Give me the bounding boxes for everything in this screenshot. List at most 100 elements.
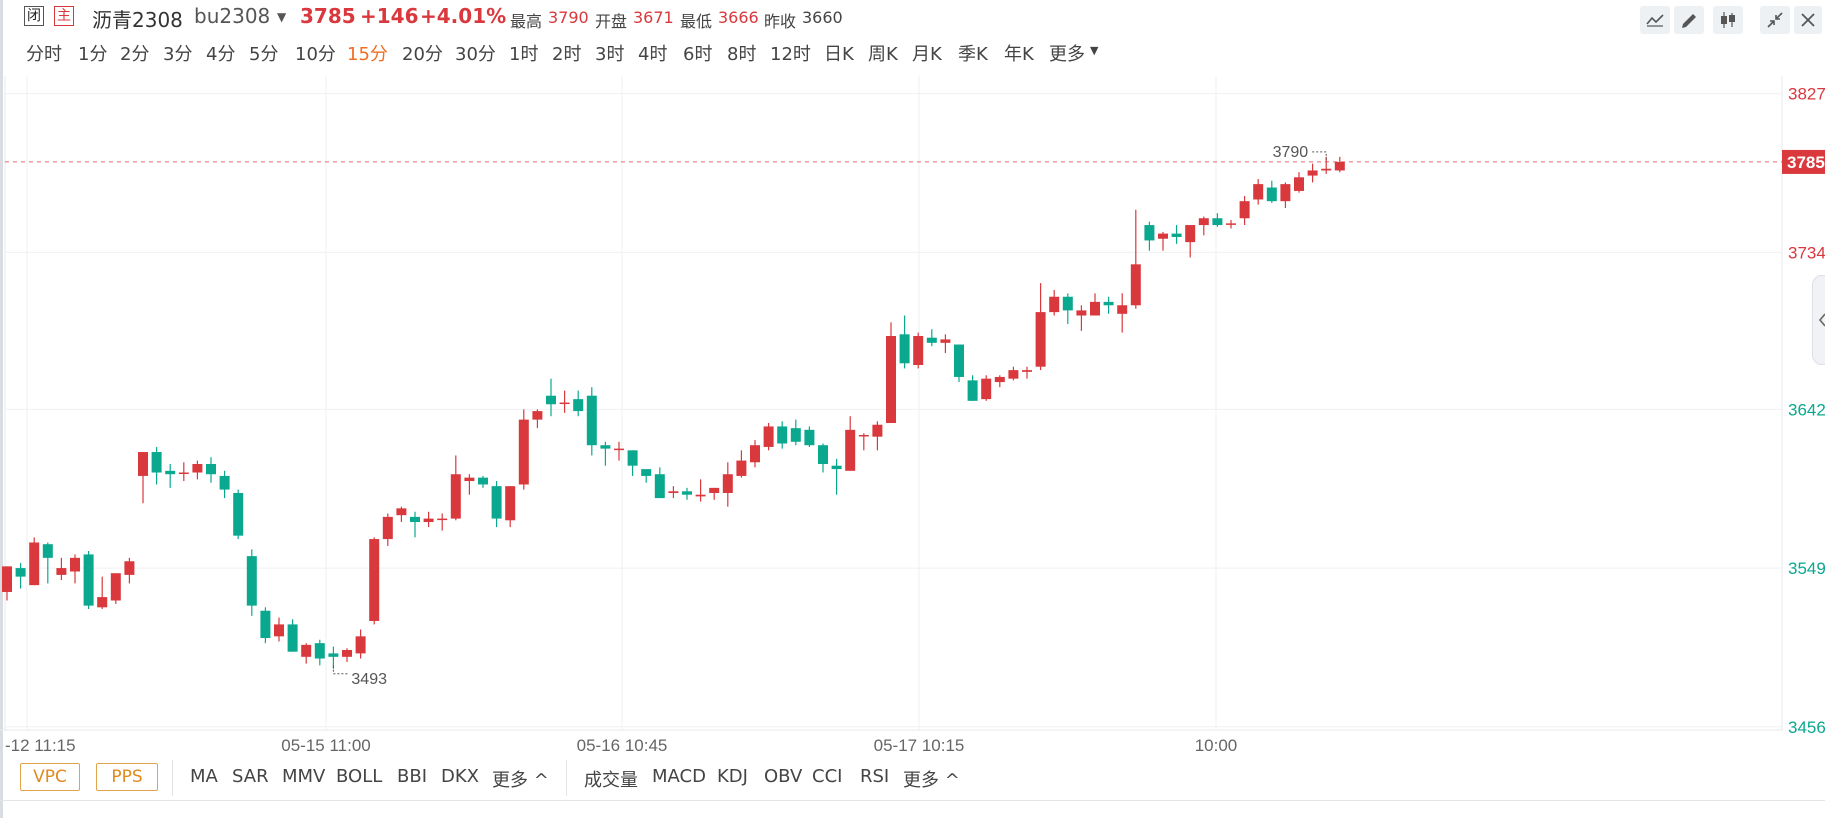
sub-indicator-3[interactable]: OBV [764, 766, 803, 787]
main-indicator-6[interactable]: 更多 ^ [492, 770, 549, 791]
period-11[interactable]: 2时 [552, 44, 582, 65]
close-button[interactable] [1794, 6, 1822, 34]
candlestick-chart[interactable]: 3827 3734 3642 3549 3456 -12 11:15 05-15 11:00… [0, 76, 1825, 754]
x-tick-label: -12 11:15 [5, 736, 76, 754]
candle-body [97, 597, 108, 608]
candle-body [478, 477, 488, 485]
candle-body [559, 402, 570, 405]
candle-body [314, 643, 325, 659]
candle-body [654, 474, 665, 499]
y-tick-label: 3642 [1788, 400, 1825, 419]
candle-body [192, 463, 203, 473]
period-2[interactable]: 2分 [120, 44, 150, 65]
candle-body [1212, 218, 1223, 226]
collapse-button[interactable] [1760, 6, 1790, 34]
draw-tool-button[interactable] [1674, 6, 1704, 34]
more-periods-dropdown-icon[interactable]: ▼ [1090, 44, 1099, 57]
divider [566, 760, 567, 796]
period-8[interactable]: 20分 [402, 44, 443, 65]
divider [172, 760, 173, 796]
period-12[interactable]: 3时 [595, 44, 625, 65]
chevron-left-icon [1818, 313, 1825, 327]
candle-body [981, 378, 992, 400]
shrink-arrows-icon [1767, 12, 1783, 28]
candle-body [899, 334, 910, 364]
main-indicator-1[interactable]: SAR [232, 766, 269, 787]
candle-body [15, 568, 26, 577]
indicator-pps-button[interactable]: PPS [96, 763, 158, 791]
period-14[interactable]: 6时 [683, 44, 713, 65]
main-indicator-2[interactable]: MMV [282, 766, 326, 787]
period-4[interactable]: 4分 [206, 44, 236, 65]
x-tick-label: 05-16 10:45 [577, 736, 668, 754]
candle-body [382, 516, 393, 540]
candlestick-icon [1721, 12, 1735, 28]
pencil-icon [1682, 14, 1696, 28]
main-indicator-5[interactable]: DKX [441, 766, 479, 787]
current-price-tag [1782, 149, 1825, 174]
contract-name[interactable]: 沥青2308 [92, 8, 183, 32]
main-indicator-0[interactable]: MA [190, 766, 218, 787]
candle-body [423, 518, 434, 523]
market-closed-badge: 闭 [24, 6, 44, 26]
period-10[interactable]: 1时 [509, 44, 539, 65]
period-6[interactable]: 10分 [295, 44, 336, 65]
candle-style-button[interactable] [1713, 6, 1743, 34]
candle-body [328, 653, 339, 657]
period-3[interactable]: 3分 [163, 44, 193, 65]
period-19[interactable]: 月K [912, 44, 942, 65]
candle-body [464, 477, 475, 482]
candle-body [1117, 305, 1128, 314]
sub-indicator-4[interactable]: CCI [812, 766, 843, 787]
stat-label-high: 最高 [510, 12, 543, 31]
max-price-marker: 3790 [1273, 144, 1309, 161]
quote-bar: 闭 主 沥青2308 bu2308 ▼ 3785 +146 +4.01% 最高 … [0, 0, 1825, 34]
period-16[interactable]: 12时 [770, 44, 811, 65]
period-13[interactable]: 4时 [638, 44, 668, 65]
period-18[interactable]: 周K [868, 44, 898, 65]
main-indicator-4[interactable]: BBI [397, 766, 428, 787]
candle-body [70, 557, 80, 572]
candle-body [518, 419, 529, 485]
candle-body [546, 395, 556, 405]
candle-body [1294, 177, 1304, 191]
candle-body [790, 428, 801, 442]
period-17[interactable]: 日K [824, 44, 854, 65]
candle-body [1130, 264, 1141, 306]
candle-body [1022, 370, 1032, 372]
main-indicator-3[interactable]: BOLL [336, 766, 383, 787]
candle-body [695, 494, 706, 497]
candle-body [1090, 301, 1100, 316]
line-chart-icon [1646, 14, 1664, 27]
sub-indicator-5[interactable]: RSI [860, 766, 890, 787]
candle-body [614, 448, 624, 451]
candle-body [355, 636, 366, 654]
period-9[interactable]: 30分 [455, 44, 496, 65]
candle-body [1049, 296, 1060, 313]
line-tool-button[interactable] [1640, 6, 1670, 34]
candle-body [1266, 187, 1277, 202]
period-7[interactable]: 15分 [347, 44, 388, 65]
candle-body [532, 411, 543, 420]
period-1[interactable]: 1分 [78, 44, 108, 65]
indicator-vpc-button[interactable]: VPC [20, 763, 80, 791]
sub-indicator-1[interactable]: MACD [652, 766, 706, 787]
candle-body [1062, 296, 1073, 311]
sub-indicator-2[interactable]: KDJ [717, 766, 748, 787]
period-20[interactable]: 季K [958, 44, 988, 65]
candle-body [138, 452, 148, 476]
period-15[interactable]: 8时 [727, 44, 757, 65]
sub-indicator-6[interactable]: 更多 ^ [903, 770, 960, 791]
max-marker-line [1310, 151, 1327, 160]
period-5[interactable]: 5分 [249, 44, 279, 65]
period-21[interactable]: 年K [1004, 44, 1034, 65]
sub-indicator-0[interactable]: 成交量 [584, 770, 638, 791]
candle-body [600, 445, 611, 449]
period-22[interactable]: 更多 [1049, 44, 1085, 65]
contract-code[interactable]: bu2308 [194, 4, 271, 28]
candle-body [110, 573, 121, 601]
contract-dropdown-icon[interactable]: ▼ [277, 10, 287, 24]
side-panel-toggle[interactable] [1812, 275, 1825, 365]
period-0[interactable]: 分时 [26, 44, 62, 65]
candle-body [206, 463, 216, 475]
